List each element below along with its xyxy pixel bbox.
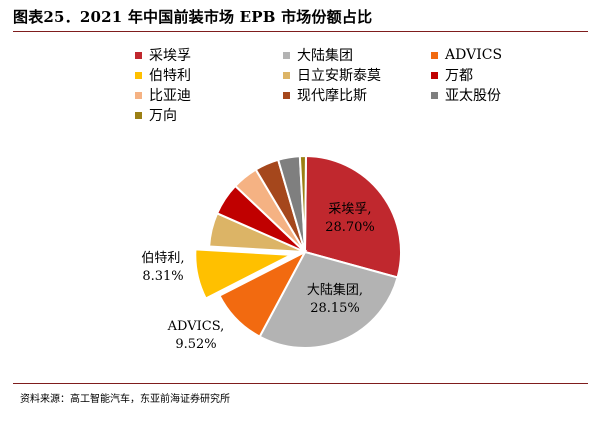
legend-item: 亚太股份 bbox=[431, 85, 501, 105]
legend-label: 比亚迪 bbox=[149, 88, 191, 104]
pie-slice bbox=[298, 155, 307, 253]
slice-value-label: 28.15% bbox=[310, 301, 360, 316]
legend-label: 伯特利 bbox=[149, 68, 191, 84]
slice-name-label: ADVICS, bbox=[167, 319, 225, 334]
pie-slice bbox=[194, 248, 296, 300]
legend-swatch bbox=[431, 91, 438, 99]
legend-swatch bbox=[431, 51, 438, 59]
legend-item: 采埃孚 bbox=[135, 45, 191, 65]
legend-label: 现代摩比斯 bbox=[297, 88, 367, 104]
legend-item: 伯特利 bbox=[135, 65, 191, 85]
source-divider bbox=[13, 383, 588, 384]
legend-label: 万都 bbox=[445, 68, 473, 84]
legend-label: 日立安斯泰莫 bbox=[297, 68, 381, 84]
legend-item: 比亚迪 bbox=[135, 85, 191, 105]
legend-swatch bbox=[135, 91, 142, 99]
legend-swatch bbox=[135, 51, 142, 59]
legend-swatch bbox=[431, 71, 438, 79]
legend-label: 万向 bbox=[149, 108, 177, 124]
slice-name-label: 大陆集团, bbox=[307, 282, 363, 298]
pie-slice bbox=[258, 250, 399, 349]
legend-label: 大陆集团 bbox=[297, 48, 353, 64]
legend-item: 大陆集团 bbox=[283, 45, 353, 65]
legend-swatch bbox=[135, 71, 142, 79]
legend-swatch bbox=[135, 111, 142, 119]
pie-slice bbox=[303, 154, 402, 279]
title-divider bbox=[13, 31, 588, 32]
pie-slice bbox=[218, 249, 308, 338]
chart-legend: 采埃孚 大陆集团 ADVICS 伯特利 日立安斯泰莫 万都比亚迪 现代摩比斯 亚太股份万向 bbox=[135, 45, 555, 145]
slice-name-label: 采埃孚, bbox=[328, 202, 371, 217]
legend-swatch bbox=[283, 51, 290, 59]
slice-name-label: 伯特利, bbox=[141, 251, 184, 266]
legend-item: 万都 bbox=[431, 65, 473, 85]
slice-value-label: 9.52% bbox=[175, 337, 216, 352]
legend-item: ADVICS bbox=[431, 45, 502, 65]
chart-title: 图表25．2021 年中国前装市场 EPB 市场份额占比 bbox=[13, 8, 373, 26]
legend-item: 日立安斯泰莫 bbox=[283, 65, 381, 85]
legend-label: 亚太股份 bbox=[445, 88, 501, 104]
legend-label: ADVICS bbox=[445, 47, 503, 63]
legend-item: 万向 bbox=[135, 105, 177, 125]
legend-swatch bbox=[283, 91, 290, 99]
legend-label: 采埃孚 bbox=[149, 48, 191, 64]
legend-swatch bbox=[283, 71, 290, 79]
slice-value-label: 8.31% bbox=[142, 269, 183, 284]
source-note: 资料来源：高工智能汽车，东亚前海证券研究所 bbox=[20, 394, 230, 405]
legend-item: 现代摩比斯 bbox=[283, 85, 367, 105]
slice-value-label: 28.70% bbox=[325, 220, 375, 235]
